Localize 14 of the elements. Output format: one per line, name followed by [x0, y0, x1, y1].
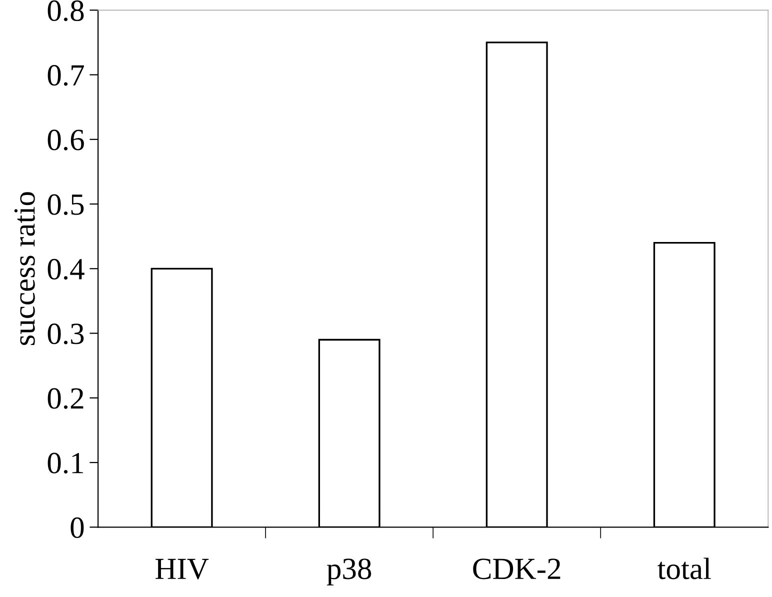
y-tick-label: 0.6: [48, 130, 84, 150]
y-tick-label: 0.8: [48, 0, 84, 22]
x-tick-label: HIV: [156, 558, 209, 580]
y-tick-label: 0.5: [48, 194, 84, 216]
x-tick-label: total: [658, 558, 711, 580]
y-axis-title: success ratio: [14, 192, 35, 346]
x-tick-label: p38: [326, 558, 372, 586]
y-tick-label: 0: [70, 517, 84, 538]
y-tick-label: 0.2: [48, 388, 84, 409]
y-tick-label: 0.7: [48, 65, 84, 86]
x-tick-label: CDK-2: [473, 558, 560, 580]
y-tick-label: 0.4: [48, 258, 84, 280]
y-tick-label: 0.1: [48, 452, 84, 474]
y-tick-label: 0.3: [48, 324, 84, 344]
